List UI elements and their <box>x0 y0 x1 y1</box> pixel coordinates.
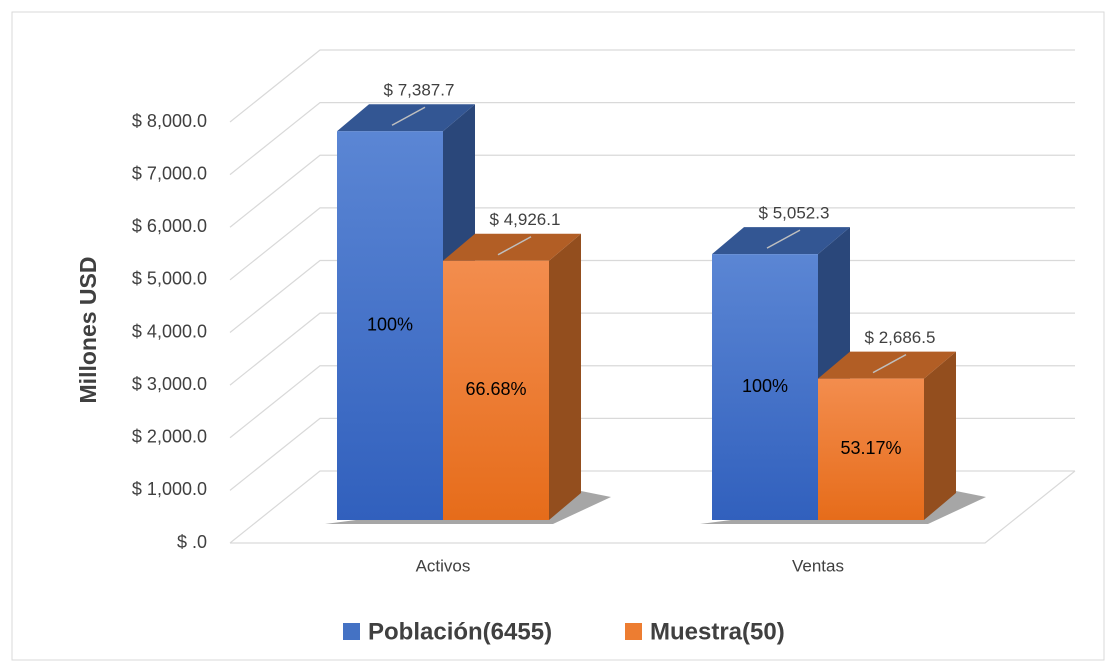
y-tick-label: $ 3,000.0 <box>132 374 207 394</box>
x-tick-label: Ventas <box>792 556 844 575</box>
y-tick-label: $ 1,000.0 <box>132 479 207 499</box>
y-tick-label: $ .0 <box>177 532 207 552</box>
y-tick-label: $ 5,000.0 <box>132 269 207 289</box>
floor-edge <box>230 470 1076 544</box>
label-leader <box>766 229 801 249</box>
bar-side <box>549 233 581 521</box>
bar-side <box>924 351 956 520</box>
value-label: $ 5,052.3 <box>759 204 830 223</box>
bar <box>818 378 924 520</box>
share-label: 100% <box>367 314 413 334</box>
y-tick-label: $ 7,000.0 <box>132 163 207 183</box>
share-label: 66.68% <box>465 379 526 399</box>
bar <box>443 260 549 520</box>
x-tick-label: Activos <box>416 556 471 575</box>
bar <box>712 254 818 520</box>
y-tick-label: $ 2,000.0 <box>132 427 207 447</box>
legend-swatch <box>343 623 360 640</box>
legend-swatch <box>625 623 642 640</box>
share-label: 100% <box>742 376 788 396</box>
label-leader <box>872 353 907 374</box>
y-axis-title: Millones USD <box>75 257 101 404</box>
label-leader <box>391 106 426 126</box>
share-label: 53.17% <box>840 438 901 458</box>
grid-line <box>229 102 1075 176</box>
y-tick-label: $ 6,000.0 <box>132 216 207 236</box>
legend-label: Población(6455) <box>368 618 552 645</box>
y-tick-label: $ 4,000.0 <box>132 321 207 341</box>
grid-line <box>229 49 1075 123</box>
legend-label: Muestra(50) <box>650 618 785 645</box>
label-leader <box>497 236 532 256</box>
bar <box>337 131 443 520</box>
value-label: $ 4,926.1 <box>490 210 561 229</box>
grid-line <box>229 154 1075 228</box>
grid-line <box>229 207 1075 281</box>
value-label: $ 2,686.5 <box>865 328 936 347</box>
y-tick-label: $ 8,000.0 <box>132 111 207 131</box>
value-label: $ 7,387.7 <box>384 81 455 100</box>
